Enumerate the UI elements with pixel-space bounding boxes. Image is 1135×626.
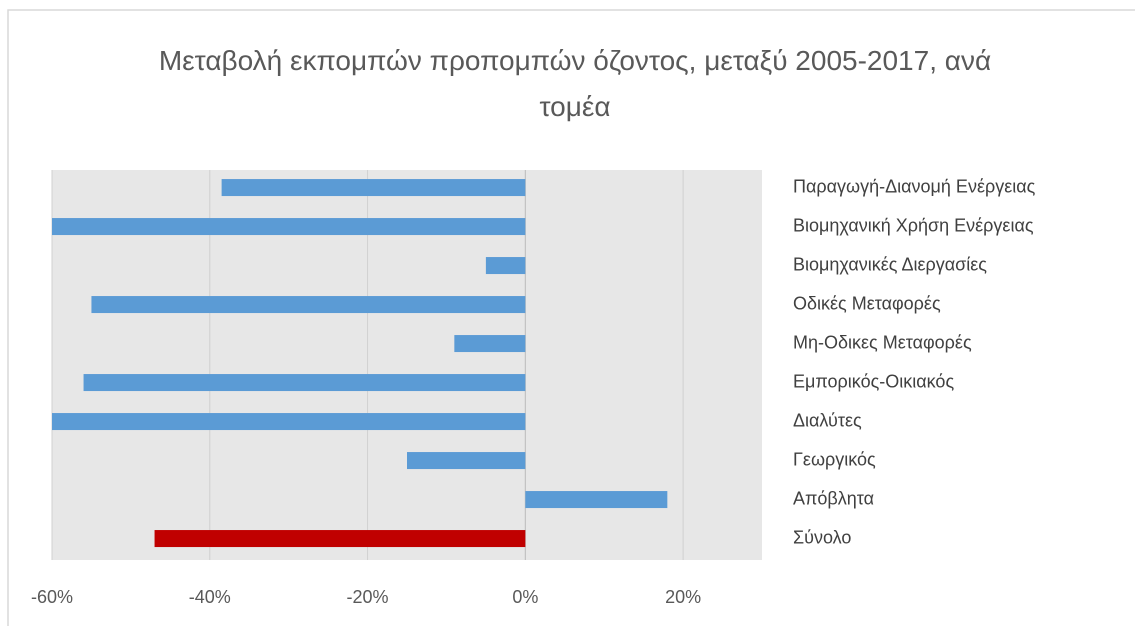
category-label: Σύνολο <box>793 527 851 547</box>
x-tick-label: -40% <box>189 587 231 607</box>
bar <box>221 179 526 197</box>
category-label: Παραγωγή-Διανομή Ενέργειας <box>793 176 1036 196</box>
x-tick-label: 0% <box>512 587 538 607</box>
category-label: Γεωργικός <box>793 449 876 469</box>
x-tick-label: -60% <box>31 587 73 607</box>
bar <box>525 491 668 509</box>
bar <box>52 218 526 236</box>
chart-title: Μεταβολή εκπομπών προπομπών όζοντος, μετ… <box>158 45 992 122</box>
category-label: Βιομηχανικές Διεργασίες <box>793 254 987 274</box>
bar <box>454 335 526 353</box>
category-label: Διαλύτες <box>793 410 862 430</box>
category-label: Βιομηχανική Χρήση Ενέργειας <box>793 215 1034 235</box>
bar <box>154 530 526 548</box>
category-label: Οδικές Μεταφορές <box>793 293 941 313</box>
bar <box>52 413 526 431</box>
category-label: Εμπορικός-Οικιακός <box>793 371 954 391</box>
bar <box>91 296 526 314</box>
category-label: Απόβλητα <box>793 488 874 508</box>
bar <box>485 257 526 275</box>
category-label: Μη-Οδικες Μεταφορές <box>793 332 972 352</box>
bar <box>407 452 526 470</box>
bar <box>83 374 526 392</box>
chart-frame <box>7 9 1135 626</box>
x-tick-label: 20% <box>665 587 701 607</box>
x-tick-label: -20% <box>347 587 389 607</box>
